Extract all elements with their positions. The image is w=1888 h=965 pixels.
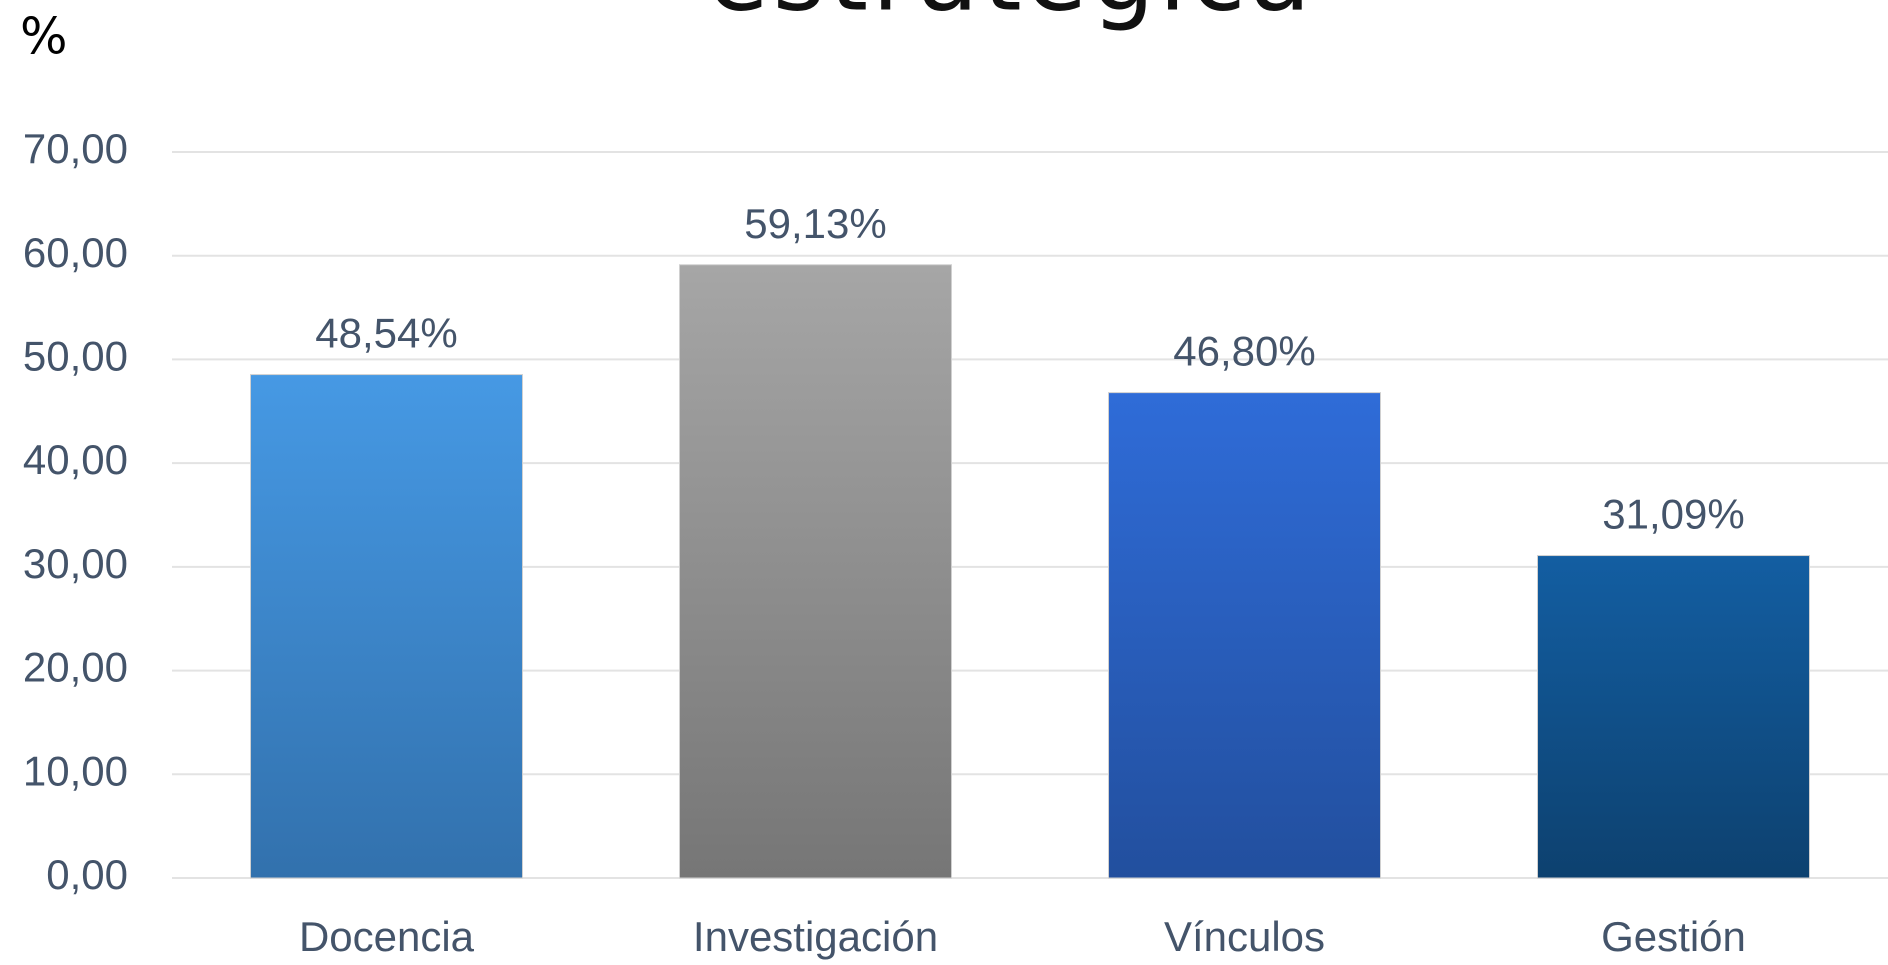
y-tick-label: 30,00 bbox=[23, 540, 128, 587]
y-tick-label: 40,00 bbox=[23, 436, 128, 483]
data-label: 46,80% bbox=[1173, 328, 1315, 375]
y-tick-label: 70,00 bbox=[23, 125, 128, 172]
data-label: 31,09% bbox=[1602, 491, 1744, 538]
bar bbox=[679, 264, 952, 879]
x-tick-label: Investigación bbox=[693, 913, 938, 960]
y-tick-label: 0,00 bbox=[46, 851, 128, 898]
y-tick-label: 10,00 bbox=[23, 747, 128, 794]
data-label: 48,54% bbox=[315, 310, 457, 357]
data-label: 59,13% bbox=[744, 200, 886, 247]
y-tick-label: 20,00 bbox=[23, 644, 128, 691]
y-tick-label: 50,00 bbox=[23, 333, 128, 380]
bar bbox=[250, 374, 523, 879]
bar bbox=[1108, 392, 1381, 879]
y-axis-label: % bbox=[20, 8, 68, 66]
y-tick-label: 60,00 bbox=[23, 229, 128, 276]
x-tick-label: Vínculos bbox=[1164, 913, 1325, 960]
chart-title: estratégica bbox=[707, 0, 1314, 33]
bar bbox=[1537, 555, 1810, 879]
x-tick-label: Docencia bbox=[299, 913, 475, 960]
x-tick-label: Gestión bbox=[1601, 913, 1746, 960]
